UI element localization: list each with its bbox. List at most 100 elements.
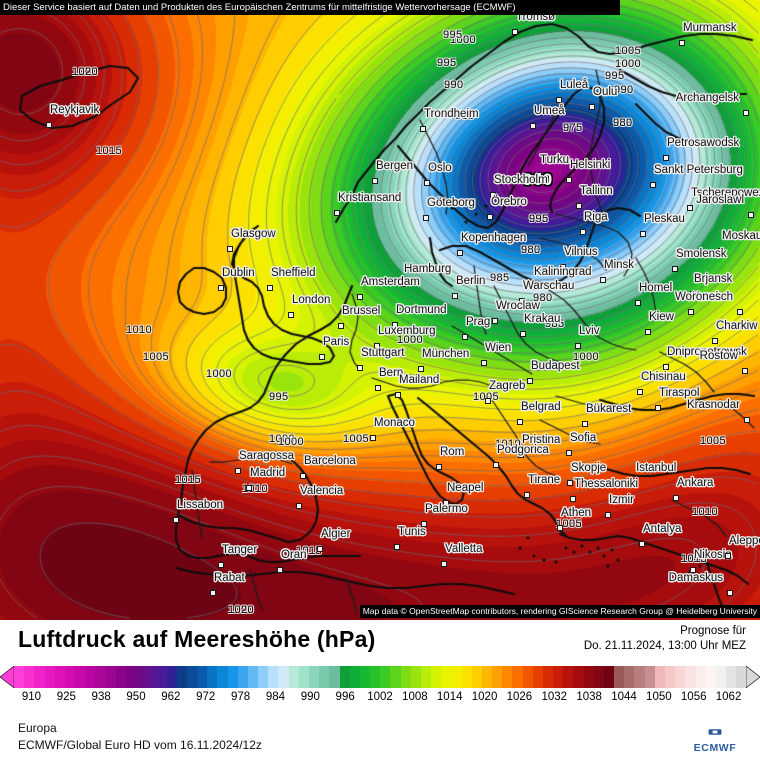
colorbar-swatch [349, 666, 360, 688]
isobar-label: 985 [455, 110, 475, 122]
city-label: Brjansk [694, 273, 733, 285]
colorbar-swatch [726, 666, 737, 688]
city-dot-icon [277, 567, 283, 573]
city-dot-icon [487, 214, 493, 220]
city-dot-icon [481, 360, 487, 366]
city-label: Trondheim [424, 108, 479, 120]
city-dot-icon [567, 480, 573, 486]
city-label: Bern [379, 367, 404, 379]
legend-header: Luftdruck auf Meereshöhe (hPa) Prognose … [0, 620, 760, 662]
city-dot-icon [742, 368, 748, 374]
city-label: Neapel [447, 482, 484, 494]
colorbar-swatch [583, 666, 594, 688]
city-dot-icon [374, 343, 380, 349]
colorbar-tick: 1056 [680, 691, 707, 703]
city-label: Dublin [222, 267, 255, 279]
colorbar-swatch [278, 666, 289, 688]
city-label: Budapest [531, 360, 580, 372]
city-dot-icon [560, 264, 566, 270]
colorbar-tick: 950 [126, 691, 146, 703]
isobar-label: 1015 [96, 145, 123, 157]
city-label: Örebro [491, 196, 527, 208]
city-label: Göteborg [427, 197, 475, 209]
city-label: Palermo [425, 503, 468, 515]
colorbar-swatch [542, 666, 554, 688]
pressure-colorbar[interactable] [14, 666, 747, 688]
city-label: Sofia [570, 432, 597, 444]
colorbar-swatch [34, 666, 45, 688]
colorbar-swatch [64, 666, 76, 688]
city-dot-icon [632, 480, 638, 486]
city-label: Monaco [374, 417, 415, 429]
city-dot-icon [557, 525, 563, 531]
city-dot-icon [267, 285, 273, 291]
city-dot-icon [443, 500, 449, 506]
city-dot-icon [288, 312, 294, 318]
isobar-label: 995 [605, 70, 625, 82]
city-dot-icon [536, 172, 542, 178]
colorbar-swatch [176, 666, 187, 688]
isobar-label: 1005 [615, 45, 642, 57]
city-dot-icon [600, 277, 606, 283]
colorbar-swatch [85, 666, 96, 688]
isobar-label: 1000 [450, 34, 477, 46]
city-label: Dortmund [396, 304, 447, 316]
city-dot-icon [576, 203, 582, 209]
city-dot-icon [357, 294, 363, 300]
city-dot-icon [319, 354, 325, 360]
city-label: Antalya [643, 523, 682, 535]
city-label: Vilnius [564, 246, 598, 258]
city-dot-icon [519, 298, 525, 304]
city-dot-icon [687, 205, 693, 211]
city-dot-icon [210, 590, 216, 596]
isobar-label: 1000 [573, 351, 600, 363]
city-label: Riga [584, 211, 608, 223]
colorbar-swatch [24, 666, 35, 688]
city-label: Tiraspol [659, 387, 700, 399]
city-dot-icon [334, 210, 340, 216]
colorbar-tick: 984 [265, 691, 286, 703]
city-dot-icon [582, 421, 588, 427]
pressure-map[interactable]: Dieser Service basiert auf Daten und Pro… [0, 0, 760, 620]
city-label: Valletta [445, 543, 483, 555]
isobar-label: 1015 [296, 545, 323, 557]
colorbar-tick: 1008 [402, 691, 428, 703]
isobar-label: 1010 [692, 506, 719, 518]
city-label: Umeå [534, 105, 565, 117]
city-label: Tscherepowez [691, 187, 760, 199]
colorbar-swatch [736, 666, 747, 688]
city-dot-icon [748, 212, 754, 218]
ecmwf-logo[interactable]: ECMWF [688, 724, 742, 754]
colorbar-swatch [603, 666, 615, 688]
city-label: München [422, 348, 470, 360]
city-dot-icon [520, 331, 526, 337]
colorbar-tick: 1014 [436, 691, 463, 703]
city-label: Sheffield [271, 267, 316, 279]
city-dot-icon [566, 177, 572, 183]
city-dot-icon [357, 365, 363, 371]
city-label: Pleskau [644, 213, 685, 225]
colorbar-wrapper[interactable] [0, 664, 760, 690]
isobar-label: 975 [563, 122, 583, 134]
colorbar-tick: 1044 [611, 691, 637, 703]
colorbar-tick: 1038 [576, 691, 602, 703]
isobar-label: 980 [533, 292, 553, 304]
isobar-label: 1000 [397, 334, 424, 346]
city-dot-icon [655, 405, 661, 411]
colorbar-swatch [451, 666, 462, 688]
city-dot-icon [441, 561, 447, 567]
pressure-field-canvas [0, 0, 760, 620]
colorbar-swatch [146, 666, 157, 688]
colorbar-swatch [492, 666, 503, 688]
ecmwf-disclaimer-banner: Dieser Service basiert auf Daten und Pro… [0, 0, 620, 15]
city-dot-icon [395, 392, 401, 398]
city-label: Nikosia [694, 549, 732, 561]
city-dot-icon [524, 492, 530, 498]
colorbar-tick: 962 [161, 691, 181, 703]
isobar-label: 980 [521, 244, 541, 256]
city-dot-icon [338, 323, 344, 329]
city-dot-icon [218, 562, 224, 568]
colorbar-swatch [695, 666, 706, 688]
colorbar-swatch [512, 666, 523, 688]
city-label: Prag [466, 316, 491, 328]
